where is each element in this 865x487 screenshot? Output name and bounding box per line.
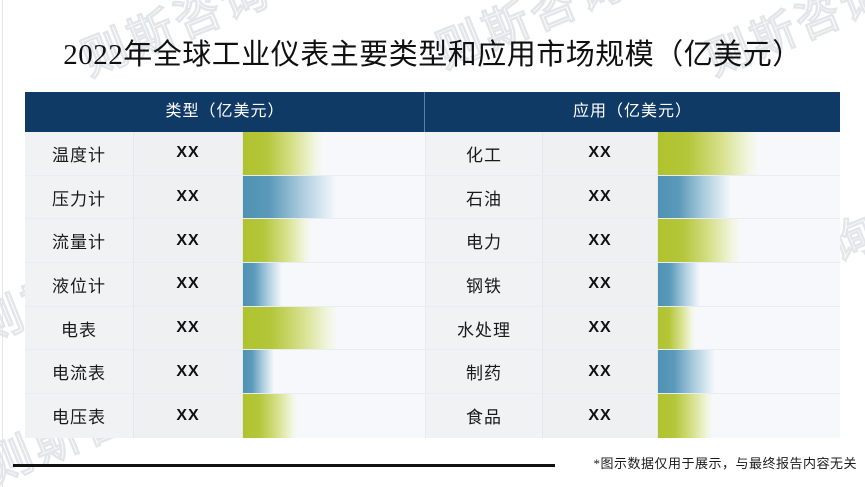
row-value: XX xyxy=(543,306,658,350)
value-bar xyxy=(658,219,741,263)
bar-cell xyxy=(658,132,840,175)
value-bar xyxy=(243,394,298,438)
bar-cell xyxy=(658,350,840,394)
row-value: XX xyxy=(134,306,243,350)
row-label: 电力 xyxy=(426,219,543,263)
footer-rule xyxy=(13,464,555,467)
row-value: XX xyxy=(543,350,658,394)
bar-cell xyxy=(658,394,840,438)
table-row[interactable]: 电力 XX xyxy=(426,219,840,264)
value-bar xyxy=(658,263,700,306)
row-value: XX xyxy=(543,132,658,175)
value-bar xyxy=(658,394,713,438)
value-bar xyxy=(243,132,323,175)
row-label: 化工 xyxy=(426,132,543,175)
row-value: XX xyxy=(543,175,658,219)
value-bar xyxy=(243,219,312,263)
row-label: 流量计 xyxy=(25,219,134,263)
row-value: XX xyxy=(134,175,243,219)
bar-cell xyxy=(243,175,425,219)
row-value: XX xyxy=(543,394,658,438)
bar-cell xyxy=(243,306,425,350)
footer-note: *图示数据仅用于展示，与最终报告内容无关 xyxy=(593,456,857,471)
table-row[interactable]: 电流表 XX xyxy=(25,350,425,395)
column-header-type: 类型（亿美元） xyxy=(25,92,425,132)
value-bar xyxy=(243,306,338,350)
row-label: 温度计 xyxy=(25,132,134,175)
row-value: XX xyxy=(134,350,243,394)
table-row[interactable]: 压力计 XX xyxy=(25,175,425,220)
row-label: 液位计 xyxy=(25,263,134,306)
bar-cell xyxy=(243,219,425,263)
bar-cell xyxy=(658,263,840,306)
row-value: XX xyxy=(134,219,243,263)
value-bar xyxy=(658,350,715,394)
table-row[interactable]: 化工 XX xyxy=(426,132,840,176)
bar-cell xyxy=(658,219,840,263)
bar-cell xyxy=(658,175,840,219)
left-edge-rule xyxy=(2,0,3,487)
bar-cell xyxy=(658,306,840,350)
table-row[interactable]: 石油 XX xyxy=(426,175,840,220)
row-label: 食品 xyxy=(426,394,543,438)
row-value: XX xyxy=(134,132,243,175)
row-label: 电流表 xyxy=(25,350,134,394)
value-bar xyxy=(243,175,336,219)
row-label: 制药 xyxy=(426,350,543,394)
row-value: XX xyxy=(134,394,243,438)
row-label: 电压表 xyxy=(25,394,134,438)
value-bar xyxy=(243,263,282,306)
table-row[interactable]: 食品 XX xyxy=(426,394,840,438)
table-row[interactable]: 温度计 XX xyxy=(25,132,425,176)
value-bar xyxy=(243,350,274,394)
row-label: 水处理 xyxy=(426,306,543,350)
page-title: 2022年全球工业仪表主要类型和应用市场规模（亿美元） xyxy=(63,39,802,71)
table-header-row: 类型（亿美元） 应用（亿美元） xyxy=(25,92,840,132)
row-value: XX xyxy=(543,219,658,263)
row-label: 石油 xyxy=(426,175,543,219)
row-label: 压力计 xyxy=(25,175,134,219)
row-value: XX xyxy=(134,263,243,306)
table-row[interactable]: 制药 XX xyxy=(426,350,840,395)
bar-cell xyxy=(243,132,425,175)
table-row[interactable]: 电压表 XX xyxy=(25,394,425,438)
market-size-table: 类型（亿美元） 应用（亿美元） 温度计 XX 压力计 XX 流量计 XX 液位计 XX 电表 XX… xyxy=(25,92,840,438)
table-row[interactable]: 钢铁 XX xyxy=(426,263,840,307)
row-label: 电表 xyxy=(25,306,134,350)
table-row[interactable]: 电表 XX xyxy=(25,306,425,351)
bar-cell xyxy=(243,263,425,306)
table-half-application: 化工 XX 石油 XX 电力 XX 钢铁 XX 水处理 XX 制药 XX 食品 XX xyxy=(425,132,840,438)
row-label: 钢铁 xyxy=(426,263,543,306)
table-row[interactable]: 水处理 XX xyxy=(426,306,840,351)
column-header-application: 应用（亿美元） xyxy=(572,103,692,120)
table-half-type: 温度计 XX 压力计 XX 流量计 XX 液位计 XX 电表 XX 电流表 XX 电压表 XX xyxy=(25,132,425,438)
table-body: 温度计 XX 压力计 XX 流量计 XX 液位计 XX 电表 XX 电流表 XX 电压表 XX 化工 XX 石… xyxy=(25,132,840,438)
value-bar xyxy=(658,175,731,219)
value-bar xyxy=(658,306,695,350)
value-bar xyxy=(658,132,759,175)
bar-cell xyxy=(243,350,425,394)
table-row[interactable]: 液位计 XX xyxy=(25,263,425,307)
bar-cell xyxy=(243,394,425,438)
table-row[interactable]: 流量计 XX xyxy=(25,219,425,264)
row-value: XX xyxy=(543,263,658,306)
